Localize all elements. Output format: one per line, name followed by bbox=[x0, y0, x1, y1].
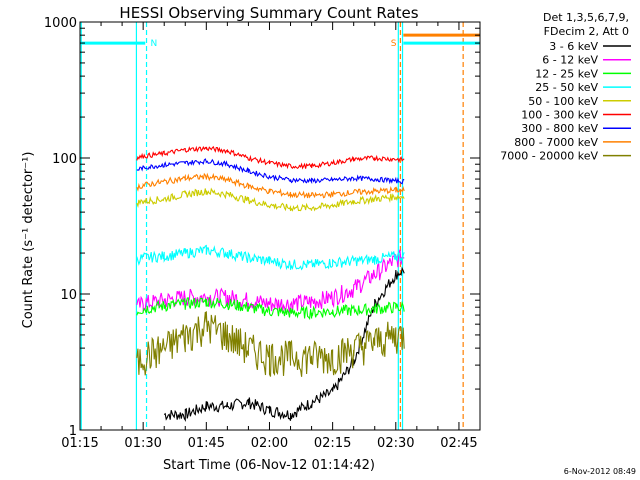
legend-label-4: 50 - 100 keV bbox=[528, 95, 598, 108]
series-line-8 bbox=[136, 311, 405, 377]
legend-label-5: 100 - 300 keV bbox=[521, 109, 598, 122]
x-tick-label-0: 01:15 bbox=[61, 436, 98, 451]
plot-frame: 01:15 01:30 01:45 02:00 02:15 02:30 02:45 1 10 10… bbox=[44, 16, 481, 451]
legend-label-8: 7000 - 20000 keV bbox=[500, 150, 598, 163]
series-line-5 bbox=[136, 145, 405, 170]
series-line-1 bbox=[136, 249, 405, 314]
legend-label-6: 300 - 800 keV bbox=[521, 122, 598, 135]
legend-header-1: FDecim 2, Att 0 bbox=[544, 25, 629, 38]
plot-area-border bbox=[79, 21, 481, 431]
y-axis-label: Count Rate (s⁻¹ detector⁻¹) bbox=[21, 152, 36, 329]
legend-label-1: 6 - 12 keV bbox=[542, 54, 598, 67]
legend: Det 1,3,5,6,7,9,FDecim 2, Att 0 3 - 6 keV… bbox=[500, 11, 631, 163]
legend-label-7: 800 - 7000 keV bbox=[514, 136, 598, 149]
series-line-0 bbox=[163, 266, 405, 423]
x-tick-label-2: 01:45 bbox=[188, 436, 225, 451]
marker-label-s: S bbox=[391, 39, 397, 49]
series-line-2 bbox=[136, 296, 405, 321]
legend-header-0: Det 1,3,5,6,7,9, bbox=[543, 11, 629, 24]
y-tick-label-3: 1000 bbox=[44, 16, 77, 31]
marker-label-n: N bbox=[151, 39, 158, 49]
legend-label-0: 3 - 6 keV bbox=[549, 40, 598, 53]
x-axis-label: Start Time (06-Nov-12 01:14:42) bbox=[163, 458, 375, 473]
series-line-3 bbox=[136, 244, 405, 271]
y-tick-label-2: 100 bbox=[52, 152, 77, 167]
series-line-4 bbox=[136, 187, 405, 212]
series-line-7 bbox=[136, 172, 405, 199]
x-tick-label-4: 02:15 bbox=[314, 436, 351, 451]
y-tick-label-1: 10 bbox=[60, 288, 77, 303]
x-tick-label-3: 02:00 bbox=[251, 436, 288, 451]
chart-title: HESSI Observing Summary Count Rates bbox=[119, 4, 418, 22]
y-tick-label-0: 1 bbox=[69, 424, 77, 439]
x-tick-label-6: 02:45 bbox=[440, 436, 477, 451]
x-tick-label-5: 02:30 bbox=[377, 436, 414, 451]
series-line-6 bbox=[136, 158, 405, 185]
legend-label-2: 12 - 25 keV bbox=[535, 67, 598, 80]
legend-label-3: 25 - 50 keV bbox=[535, 81, 598, 94]
generation-timestamp: 6-Nov-2012 08:49 bbox=[564, 467, 636, 476]
x-tick-label-1: 01:30 bbox=[124, 436, 161, 451]
